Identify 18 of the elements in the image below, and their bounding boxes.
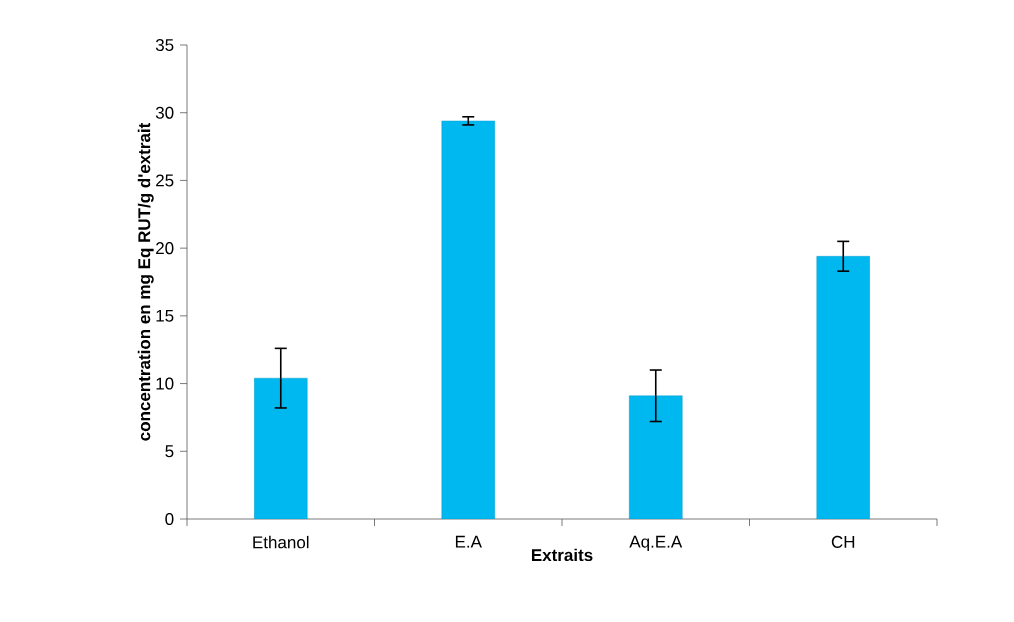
y-tick-label: 20 [156,242,174,255]
bar [441,120,495,519]
y-tick-label: 10 [156,377,174,390]
x-tick-label: CH [831,535,855,548]
bar [816,256,870,519]
bar [254,377,308,519]
y-tick-label: 25 [156,174,174,187]
y-axis-title: concentration en mg Eq RUT/g d'extrait [137,122,154,441]
x-tick-label: Ethanol [253,535,309,549]
y-tick-label: 30 [155,106,174,119]
y-tick-label: 35 [155,38,174,52]
y-tick-label: 15 [156,309,174,322]
y-tick-label: 0 [165,512,174,526]
y-tick-label: 5 [165,445,174,458]
bar [629,395,683,519]
x-axis-title: Extraits [531,548,593,562]
x-tick-label: E.A [455,535,482,548]
x-tick-label: Aq.E.A [629,535,683,552]
